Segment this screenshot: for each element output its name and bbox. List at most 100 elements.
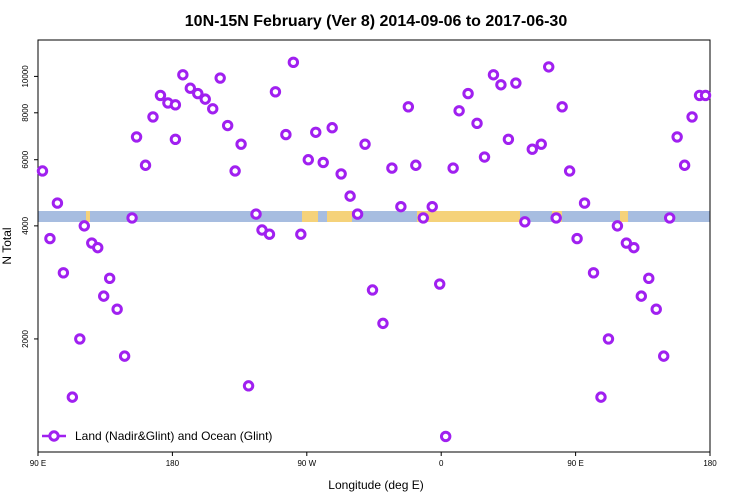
y-tick-label: 2000 (21, 329, 30, 347)
legend: Land (Nadir&Glint) and Ocean (Glint) (42, 429, 272, 443)
data-point (147, 111, 159, 123)
data-point (74, 333, 86, 345)
data-point (410, 159, 422, 171)
data-point (184, 82, 197, 94)
data-point (643, 272, 655, 285)
data-point (434, 278, 446, 290)
data-point (519, 216, 531, 228)
land-patch (327, 211, 352, 222)
y-tick-label: 10000 (21, 65, 30, 88)
data-point (462, 87, 474, 100)
data-point (317, 156, 329, 169)
data-point (57, 267, 70, 279)
y-tick-label: 6000 (21, 150, 30, 168)
data-point (535, 138, 547, 150)
data-point (154, 89, 167, 102)
x-axis: 90 E 180 90 W 0 90 E 180 (30, 452, 717, 468)
data-point (487, 69, 500, 81)
data-point (417, 212, 429, 224)
data-point (502, 133, 515, 146)
data-point (602, 333, 615, 345)
x-tick-label: 90 E (567, 459, 583, 468)
data-point (563, 165, 576, 177)
chart-title: 10N-15N February (Ver 8) 2014-09-06 to 2… (185, 13, 568, 30)
data-point (78, 220, 90, 232)
data-point (287, 56, 300, 69)
data-point (118, 350, 131, 362)
x-axis-label: Longitude (deg E) (328, 478, 423, 492)
data-point (310, 126, 322, 138)
data-point (130, 131, 143, 143)
data-point (36, 165, 49, 177)
data-point (111, 303, 123, 315)
data-point (66, 391, 79, 403)
data-point (628, 241, 640, 254)
data-point (556, 101, 568, 113)
data-point (510, 77, 522, 89)
y-tick-label: 8000 (21, 103, 30, 121)
data-point (359, 138, 371, 150)
data-point (495, 79, 507, 91)
data-point (650, 303, 662, 315)
data-point (377, 317, 389, 330)
data-point (611, 220, 624, 232)
data-point (543, 61, 555, 73)
data-point (663, 212, 676, 224)
data-point (699, 89, 712, 102)
data-point (229, 165, 241, 177)
y-axis-label: N Total (0, 227, 14, 264)
x-tick-label: 180 (166, 459, 180, 468)
data-point (169, 133, 182, 146)
data-point (426, 200, 438, 213)
legend-marker (48, 430, 60, 442)
land-ocean-strip (38, 211, 710, 222)
data-point (686, 111, 698, 123)
ocean-band (38, 211, 710, 222)
x-tick-label: 90 W (297, 459, 316, 468)
data-point (199, 93, 211, 105)
data-points (36, 56, 712, 443)
data-point (139, 159, 152, 171)
x-tick-label: 180 (703, 459, 717, 468)
data-point (595, 391, 607, 403)
data-point (269, 86, 282, 98)
data-point (526, 143, 538, 155)
data-point (207, 103, 219, 115)
legend-label: Land (Nadir&Glint) and Ocean (Glint) (75, 429, 272, 443)
plot-frame (37, 39, 711, 453)
data-point (192, 87, 204, 100)
y-tick-label: 4000 (21, 216, 30, 234)
data-point (335, 168, 347, 180)
data-point (98, 290, 110, 302)
data-point (326, 122, 338, 134)
data-point (439, 430, 452, 443)
data-point (402, 101, 415, 113)
data-point (221, 119, 234, 132)
data-point (169, 99, 182, 111)
data-point (242, 380, 255, 392)
land-patch (302, 211, 318, 222)
data-point (571, 232, 583, 245)
x-tick-label: 90 E (30, 459, 46, 468)
data-point (471, 117, 483, 130)
data-point (295, 228, 307, 240)
data-point (92, 241, 104, 254)
data-point (235, 138, 247, 150)
data-point (214, 72, 226, 84)
land-patch (620, 211, 628, 222)
data-point (478, 151, 491, 163)
data-point (658, 350, 670, 362)
data-point (44, 232, 56, 245)
land-patch (417, 211, 520, 222)
data-point (395, 200, 407, 213)
data-point (302, 154, 314, 166)
data-point (177, 69, 189, 81)
data-point (587, 267, 600, 279)
x-tick-label: 0 (439, 459, 444, 468)
data-point (351, 208, 364, 220)
data-point (447, 162, 459, 174)
data-point (635, 290, 648, 302)
data-point (366, 284, 379, 296)
data-point (250, 208, 262, 220)
